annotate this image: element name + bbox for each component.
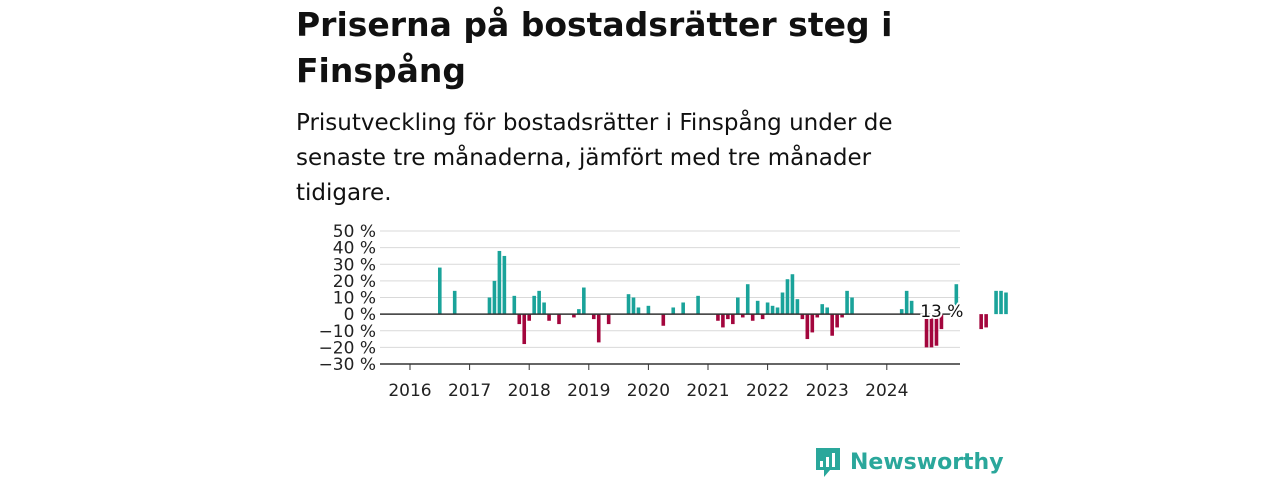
bar-negative	[810, 314, 815, 333]
bar-negative	[750, 314, 755, 321]
x-tick-label: 2023	[806, 381, 849, 401]
bar-positive	[904, 290, 909, 315]
x-tick-label: 2020	[627, 381, 670, 401]
bar-negative	[726, 314, 730, 320]
bar-positive	[845, 290, 849, 315]
bar-negative	[721, 314, 725, 328]
bar-negative	[760, 314, 765, 320]
bar-positive	[909, 300, 914, 315]
y-tick-label: 10 %	[333, 289, 376, 309]
bar-negative	[830, 314, 834, 336]
x-tick-label: 2024	[865, 381, 908, 401]
bar-positive	[775, 307, 780, 315]
bar-positive	[994, 290, 998, 315]
bar-positive	[542, 302, 546, 315]
bar-positive	[497, 250, 502, 315]
x-tick-label: 2019	[567, 381, 610, 401]
bar-positive	[770, 305, 775, 315]
bar-negative	[805, 314, 810, 340]
bar-positive	[795, 299, 800, 315]
bar-positive	[790, 274, 795, 315]
bar-negative	[984, 314, 988, 328]
bar-positive	[582, 287, 586, 315]
bar-positive	[502, 255, 507, 315]
bar-negative	[591, 314, 596, 320]
bar-positive	[785, 279, 790, 315]
bar-positive	[537, 290, 541, 315]
bar-positive	[626, 294, 631, 315]
bar-negative	[939, 314, 944, 330]
y-tick-label: 50 %	[333, 222, 376, 242]
y-tick-label: −30 %	[319, 355, 376, 375]
bar-positive	[438, 267, 442, 315]
bar-negative	[547, 314, 551, 321]
x-tick-label: 2021	[686, 381, 729, 401]
bar-negative	[731, 314, 735, 325]
bar-negative	[557, 314, 561, 325]
bar-positive	[850, 297, 854, 315]
bar-negative	[934, 314, 939, 346]
bar-negative	[979, 314, 983, 330]
x-tick-label: 2017	[448, 381, 491, 401]
bar-negative	[716, 314, 720, 321]
x-tick-label: 2018	[508, 381, 551, 401]
bar-negative	[924, 314, 929, 348]
last-value-label: 13 %	[920, 302, 963, 322]
bar-negative	[517, 314, 522, 325]
bar-positive	[755, 300, 760, 315]
bar-positive	[671, 307, 676, 315]
bar-positive	[532, 295, 536, 315]
newsworthy-logo: Newsworthy	[814, 446, 1004, 478]
bar-positive	[999, 290, 1003, 315]
bar-negative	[606, 314, 611, 325]
bar-negative	[815, 314, 820, 318]
x-tick-label: 2016	[388, 381, 431, 401]
bar-positive	[820, 304, 825, 315]
chart-title: Priserna på bostadsrätter steg i Finspån…	[296, 5, 893, 90]
x-tick-label: 2022	[746, 381, 789, 401]
chart-bubble-icon	[816, 448, 840, 477]
brand-name: Newsworthy	[850, 449, 1004, 475]
bar-negative	[522, 314, 527, 345]
y-tick-label: 0 %	[344, 305, 376, 325]
bar-positive	[681, 302, 685, 315]
bar-negative	[661, 314, 666, 326]
chart-subtitle: Prisutveckling för bostadsrätter i Finsp…	[296, 110, 893, 206]
bar-positive	[825, 307, 829, 315]
bar-positive	[577, 309, 581, 315]
bar-positive	[487, 297, 492, 315]
bar-positive	[745, 284, 750, 315]
bar-positive	[492, 280, 497, 315]
bar-positive	[736, 297, 740, 315]
bar-negative	[835, 314, 839, 328]
bar-negative	[527, 314, 531, 321]
bar-positive	[631, 297, 636, 315]
bar-negative	[740, 314, 745, 318]
bar-positive	[636, 307, 641, 315]
bar-negative	[929, 314, 934, 348]
y-tick-label: −20 %	[319, 338, 376, 358]
bar-negative	[840, 314, 844, 318]
y-tick-label: 40 %	[333, 239, 376, 259]
y-tick-label: 30 %	[333, 255, 376, 275]
bar-positive	[452, 290, 457, 315]
bar-chart: 50 %40 %30 %20 %10 %0 %−10 %−20 %−30 % 20…	[319, 222, 1008, 401]
y-tick-label: −10 %	[319, 322, 376, 342]
bar-negative	[572, 314, 576, 318]
bar-negative	[596, 314, 601, 343]
bar-positive	[1004, 292, 1008, 315]
bar-positive	[646, 305, 651, 315]
bar-positive	[512, 295, 517, 315]
y-tick-label: 20 %	[333, 272, 376, 292]
bar-positive	[765, 302, 770, 315]
bar-positive	[954, 284, 959, 315]
bar-negative	[800, 314, 805, 320]
bar-positive	[696, 295, 700, 315]
bar-positive	[899, 309, 904, 315]
bar-positive	[780, 292, 785, 315]
